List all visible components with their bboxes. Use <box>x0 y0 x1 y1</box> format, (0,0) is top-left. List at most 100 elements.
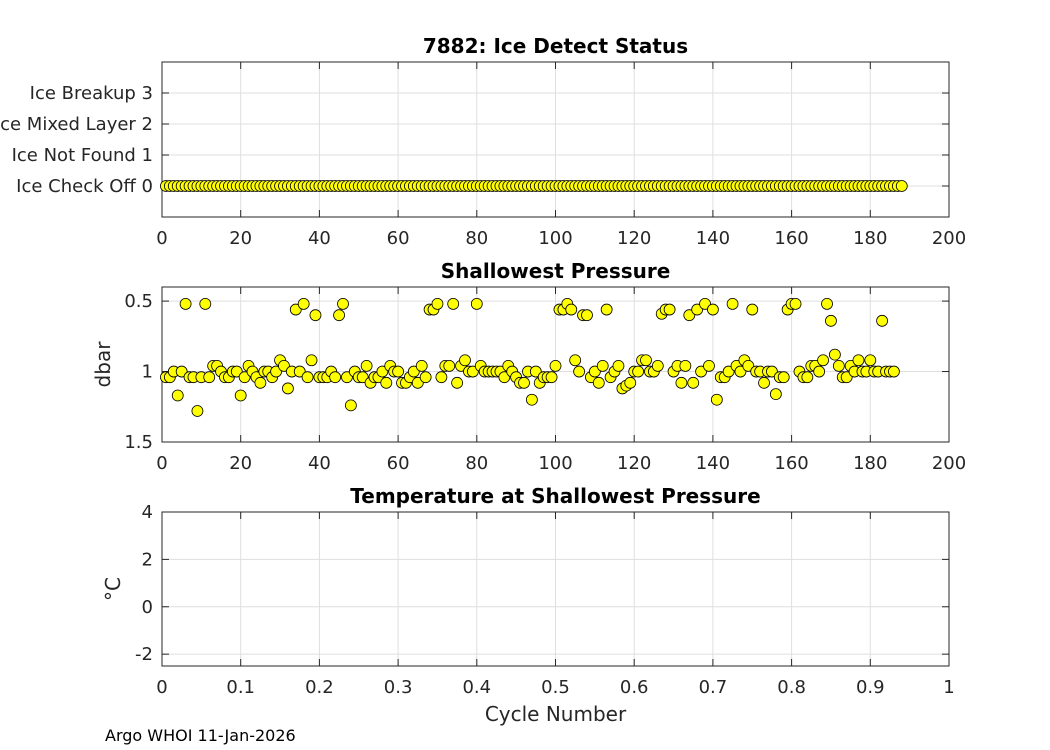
data-point <box>443 360 456 372</box>
data-point <box>344 399 357 412</box>
data-point <box>525 393 538 406</box>
x-tick-label: 60 <box>387 228 410 249</box>
data-point <box>895 180 908 192</box>
x-tick-label: 0.8 <box>777 677 806 698</box>
data-point <box>203 371 216 384</box>
x-tick-label: 20 <box>229 453 252 474</box>
x-tick-label: 0 <box>156 677 167 698</box>
data-point <box>746 303 759 316</box>
data-point <box>876 314 889 327</box>
data-point <box>305 354 318 367</box>
axes-title: 7882: Ice Detect Status <box>423 34 688 58</box>
data-point <box>592 376 605 389</box>
data-point <box>789 298 802 310</box>
y-axis-label: dbar <box>91 341 115 388</box>
data-point <box>254 376 267 389</box>
data-point <box>817 354 829 367</box>
x-tick-label: 120 <box>617 453 651 474</box>
x-tick-label: 120 <box>617 228 651 249</box>
x-tick-label: 0.4 <box>462 677 491 698</box>
x-tick-label: 100 <box>538 228 572 249</box>
x-tick-label: 100 <box>538 453 572 474</box>
data-point <box>171 389 184 402</box>
data-point <box>832 360 845 372</box>
ice-detect-axes: 0 20 40 60 80 100 120 140 160 180 200 Ice Check Off… <box>0 34 966 249</box>
y-tick-label: 1.5 <box>124 432 153 453</box>
data-point <box>234 389 247 402</box>
y-tick-label: 0.5 <box>124 291 153 312</box>
data-point <box>687 376 700 389</box>
data-point <box>679 360 692 372</box>
x-tick-label: 20 <box>229 228 252 249</box>
data-point <box>675 376 688 389</box>
y-tick-label: Ice Not Found 1 <box>12 145 153 166</box>
data-point <box>545 371 558 384</box>
data-point <box>825 314 837 327</box>
x-tick-label: 0.5 <box>541 677 570 698</box>
data-point <box>707 303 719 316</box>
x-tick-label: 200 <box>932 453 966 474</box>
data-point <box>813 365 826 378</box>
y-tick-label: -2 <box>135 644 153 665</box>
data-point <box>888 365 900 378</box>
y-tick-label: Ice Check Off 0 <box>16 176 153 197</box>
data-point <box>569 354 582 367</box>
x-tick-label: 1 <box>943 677 954 698</box>
data-point <box>828 348 841 361</box>
data-point <box>309 309 322 322</box>
data-point <box>852 354 865 367</box>
x-tick-label: 160 <box>774 228 808 249</box>
data-point <box>470 298 483 310</box>
axes-title: Shallowest Pressure <box>441 259 671 283</box>
data-point <box>624 376 637 389</box>
data-point <box>179 298 192 310</box>
axes-title: Temperature at Shallowest Pressure <box>350 484 760 508</box>
x-tick-label: 0.7 <box>699 677 728 698</box>
data-point <box>769 388 782 400</box>
data-point <box>447 298 460 310</box>
data-point <box>419 371 432 384</box>
x-tick-label: 0.2 <box>305 677 334 698</box>
x-tick-label: 0.6 <box>620 677 649 698</box>
data-point <box>191 405 204 417</box>
data-point <box>612 360 625 372</box>
data-point <box>801 371 814 384</box>
data-point <box>726 298 739 310</box>
x-tick-label: 180 <box>853 228 887 249</box>
data-point <box>777 371 790 384</box>
data-point <box>329 371 342 384</box>
data-point <box>199 298 212 310</box>
data-point <box>864 354 877 367</box>
data-point <box>459 354 471 367</box>
x-tick-label: 0.3 <box>384 677 413 698</box>
y-axis-label: °C <box>101 577 125 601</box>
x-tick-label: 140 <box>696 228 730 249</box>
x-tick-label: 0.1 <box>226 677 255 698</box>
x-tick-label: 60 <box>387 453 410 474</box>
data-point <box>549 360 562 372</box>
shallowest-pressure-axes: 0 20 40 60 80 100 120 140 160 180 200 0.5 1 1.5 Shallo… <box>91 259 966 474</box>
data-point <box>301 371 314 384</box>
data-point <box>758 376 770 389</box>
x-tick-label: 160 <box>774 453 808 474</box>
data-point <box>360 360 373 372</box>
data-point <box>710 393 723 406</box>
data-point <box>663 303 676 316</box>
data-point <box>703 360 715 372</box>
y-tick-label: 1 <box>142 362 153 383</box>
data-point <box>821 298 833 310</box>
x-tick-label: 80 <box>465 453 488 474</box>
data-point <box>333 309 345 322</box>
y-tick-label: 4 <box>142 502 153 523</box>
x-tick-label: 0 <box>156 228 167 249</box>
x-tick-label: 180 <box>853 453 887 474</box>
data-point <box>451 376 464 389</box>
data-point <box>380 376 393 389</box>
data-point <box>632 365 645 378</box>
x-tick-label: 40 <box>308 228 331 249</box>
footer-credit: Argo WHOI 11-Jan-2026 <box>105 726 296 745</box>
data-point <box>337 298 349 310</box>
data-point <box>431 298 444 310</box>
y-tick-label: 0 <box>142 597 153 618</box>
